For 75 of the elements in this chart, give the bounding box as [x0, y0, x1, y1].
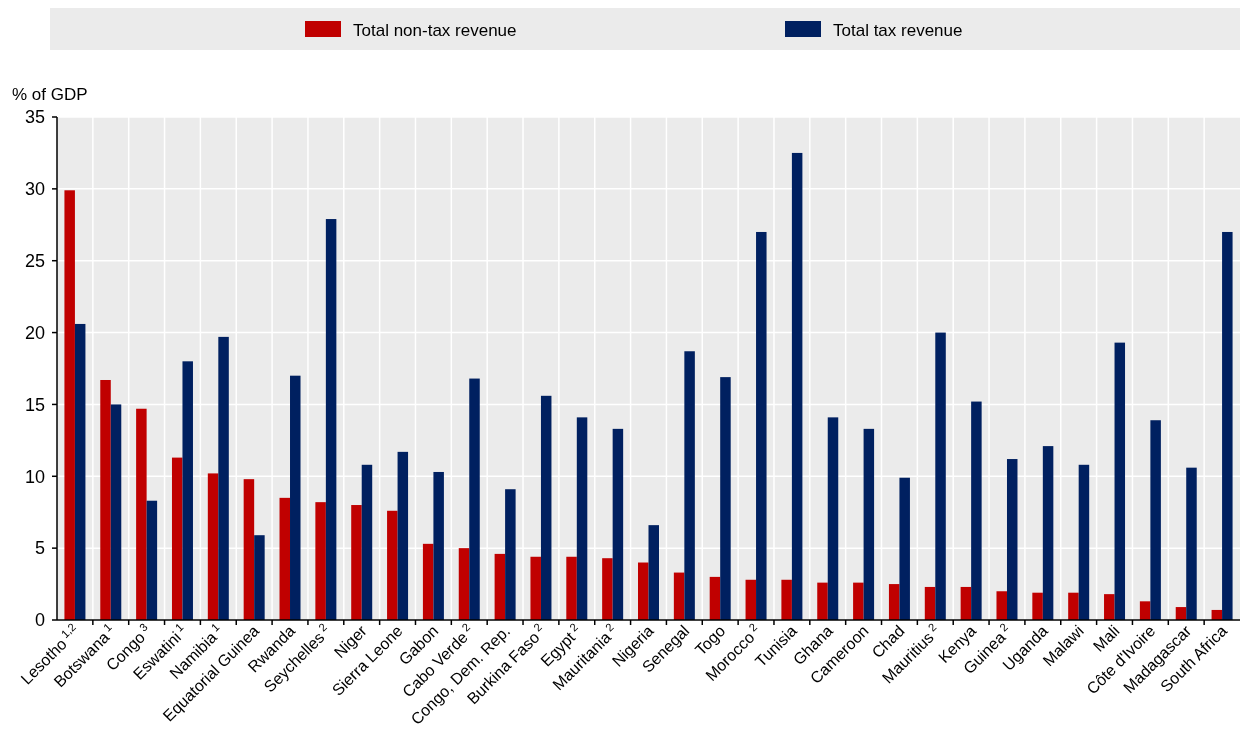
bar	[612, 428, 624, 620]
bar	[827, 417, 839, 620]
bar	[863, 428, 875, 620]
bar	[64, 190, 75, 620]
y-tick-label: 20	[24, 322, 45, 343]
legend-label: Total tax revenue	[833, 21, 963, 40]
bar	[791, 152, 803, 620]
bar	[351, 505, 362, 620]
bar	[361, 464, 373, 620]
bar	[182, 361, 193, 620]
bar	[996, 591, 1007, 620]
bar	[1068, 592, 1079, 620]
bar	[566, 556, 577, 620]
bar	[720, 377, 731, 620]
bar	[540, 395, 552, 620]
y-tick-label: 15	[24, 394, 45, 415]
bar	[756, 231, 767, 620]
bar	[207, 473, 219, 620]
bar	[781, 579, 792, 620]
bar	[1139, 601, 1151, 620]
bar	[971, 401, 982, 620]
y-tick-label: 25	[24, 251, 45, 272]
bar	[530, 556, 541, 620]
bar	[924, 586, 936, 620]
bar	[935, 332, 946, 620]
bar	[1114, 342, 1126, 620]
y-tick-label: 35	[24, 107, 45, 128]
y-tick-label: 0	[34, 610, 45, 631]
bar	[638, 562, 649, 620]
bar	[279, 497, 291, 620]
bar	[576, 417, 588, 620]
bar	[422, 543, 434, 620]
bar	[648, 525, 659, 620]
bar	[171, 457, 183, 620]
bar	[709, 576, 721, 620]
bar	[433, 471, 444, 620]
bar	[1150, 420, 1161, 620]
bar	[960, 586, 972, 620]
bar	[146, 500, 158, 620]
bar	[397, 451, 409, 620]
bar	[1222, 231, 1233, 620]
bar	[1006, 459, 1018, 620]
bar	[315, 502, 326, 620]
bar	[745, 579, 757, 620]
bar	[817, 582, 828, 620]
bar	[110, 404, 122, 620]
bar	[100, 380, 111, 620]
bar	[1104, 594, 1115, 620]
y-tick-label: 30	[24, 179, 45, 200]
bar	[243, 479, 255, 620]
bar	[1042, 446, 1054, 620]
bar	[505, 489, 516, 620]
bar	[469, 378, 480, 620]
bar	[602, 558, 613, 620]
bar	[888, 584, 900, 620]
bar	[853, 582, 864, 620]
bar	[218, 336, 229, 620]
y-tick-label: 5	[34, 538, 45, 559]
bar	[325, 219, 337, 620]
bar	[458, 548, 470, 620]
bar	[1186, 467, 1197, 620]
legend-label: Total non-tax revenue	[353, 21, 517, 40]
bar	[494, 553, 506, 620]
bar	[1078, 464, 1090, 620]
bar	[684, 351, 695, 620]
bar	[899, 477, 910, 620]
bar	[254, 535, 265, 620]
y-axis-title: % of GDP	[12, 85, 88, 104]
bar	[136, 408, 147, 620]
bar	[74, 323, 86, 620]
bar	[1032, 592, 1043, 620]
bar	[387, 510, 398, 620]
bar	[290, 375, 301, 620]
bar	[673, 572, 685, 620]
y-tick-label: 10	[24, 466, 45, 487]
